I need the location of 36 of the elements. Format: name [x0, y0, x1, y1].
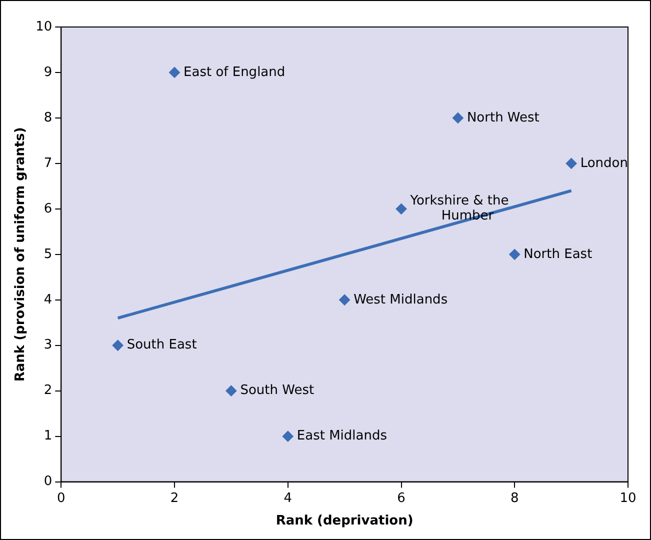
point	[169, 66, 180, 78]
point	[452, 112, 464, 124]
y-tick-label: 1	[44, 428, 52, 444]
x-tick-label: 0	[57, 490, 66, 506]
annotation: East Midlands	[296, 428, 388, 444]
annotation: East of England	[184, 64, 286, 80]
point	[566, 158, 577, 169]
point	[509, 248, 520, 260]
annotation: South West	[240, 383, 314, 398]
y-tick-label: 10	[36, 19, 52, 34]
y-tick-label: 0	[44, 474, 52, 490]
x-tick-label: 4	[284, 490, 292, 506]
point	[112, 340, 124, 351]
y-tick-label: 5	[44, 246, 52, 262]
x-tick-label: 10	[620, 490, 636, 506]
y-tick-label: 4	[44, 292, 52, 308]
point	[282, 430, 294, 442]
y-tick-label: 9	[44, 64, 52, 80]
annotation: North East	[524, 246, 592, 262]
annotation: London	[580, 156, 628, 171]
y-tick-label: 2	[44, 383, 52, 398]
y-tick-label: 6	[44, 201, 52, 216]
x-tick-label: 2	[170, 490, 179, 506]
y-tick-label: 8	[44, 110, 52, 126]
annotation: North West	[466, 110, 540, 126]
x-tick-label: 6	[397, 490, 406, 506]
y-axis-title: Rank (provision of uniform grants)	[13, 127, 28, 382]
y-tick-label: 7	[44, 156, 52, 171]
annotation: West Midlands	[354, 292, 448, 308]
x-tick-label: 8	[510, 490, 519, 506]
x-axis-title: Rank (deprivation)	[276, 514, 414, 529]
y-tick-label: 3	[44, 338, 52, 353]
point	[226, 385, 237, 396]
annotation: South East	[126, 338, 197, 353]
point	[339, 294, 350, 306]
point	[396, 203, 407, 214]
